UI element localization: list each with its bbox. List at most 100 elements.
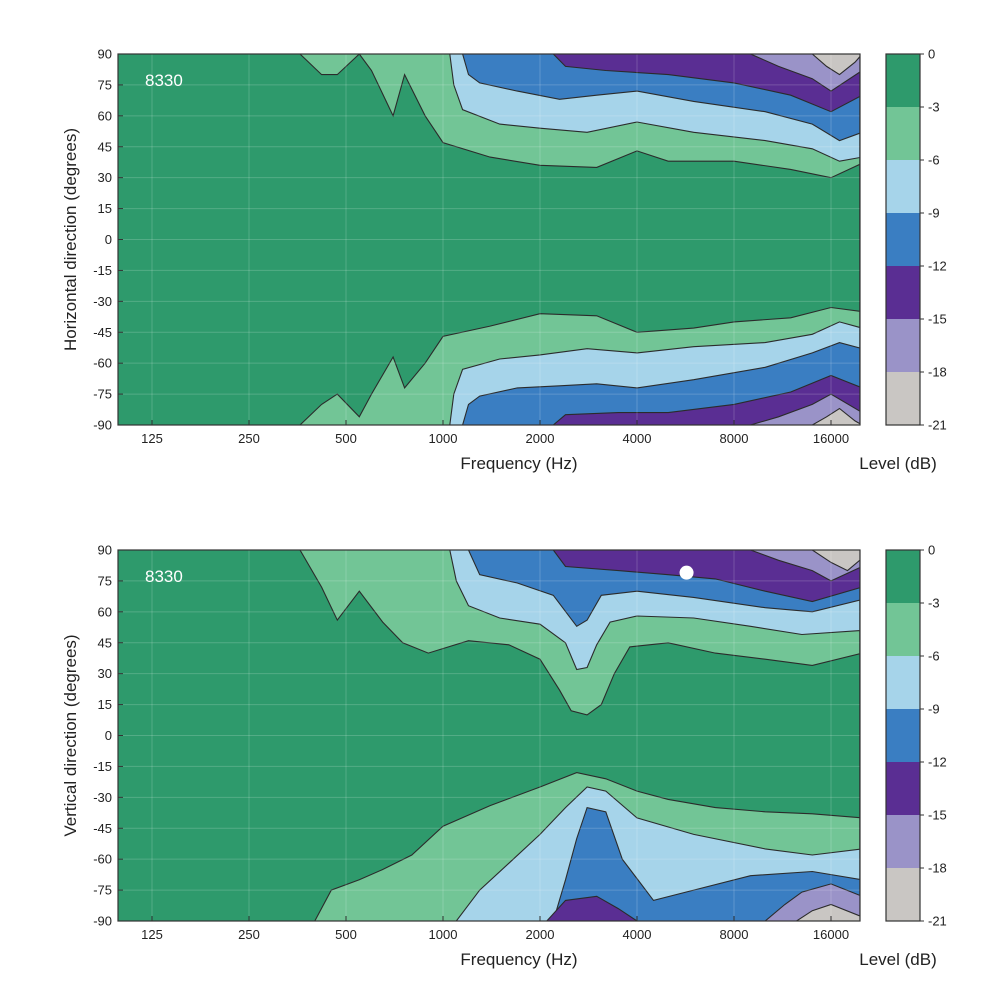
- colorbar-swatch: [886, 709, 920, 763]
- x-tick-label: 2000: [526, 431, 555, 446]
- y-tick-label: 30: [98, 170, 112, 185]
- contour-band--18: [811, 54, 860, 425]
- y-tick-label: 15: [98, 697, 112, 712]
- y-tick-label: 45: [98, 139, 112, 154]
- colorbar-swatch: [886, 319, 920, 373]
- contour-band--3: [299, 550, 860, 921]
- colorbar-tick-label: -21: [928, 418, 947, 433]
- measurement-marker: [679, 565, 694, 580]
- colorbar: 0 -3 -6 -9 -12 -15 -18 -21: [885, 543, 947, 929]
- colorbar-tick-label: -15: [928, 312, 947, 327]
- x-tick-label: 250: [238, 927, 260, 942]
- colorbar-tick-label: -18: [928, 861, 947, 876]
- colorbar-tick-label: -9: [928, 702, 940, 717]
- contour-plot-area: [118, 550, 860, 921]
- x-tick-label: 16000: [813, 431, 849, 446]
- vertical-contour-chart: 8330 125 250 500 1000 2000 4000 8000 16000 90 75 60…: [61, 543, 947, 970]
- horizontal-directivity-plot: 8330 125 250 500 1000 2000 4000 8000 16000 90 75 60…: [61, 47, 947, 474]
- grid: [118, 550, 860, 921]
- colorbar-swatch: [886, 160, 920, 214]
- colorbar-tick-label: -12: [928, 755, 947, 770]
- vertical-directivity-plot: 8330 125 250 500 1000 2000 4000 8000 16000 90 75 60…: [0, 496, 1000, 996]
- contour-band--15: [750, 54, 860, 425]
- model-label: 8330: [145, 71, 183, 90]
- x-tick-label: 500: [335, 431, 357, 446]
- y-tick-label: 60: [98, 108, 112, 123]
- contour-band--12: [552, 54, 860, 425]
- contour-band--15: [750, 550, 860, 921]
- x-tick-label: 8000: [720, 431, 749, 446]
- contour-band--6: [449, 550, 860, 921]
- y-tick-label: 0: [105, 232, 112, 247]
- y-axis-label: Horizontal direction (degrees): [61, 128, 80, 351]
- y-tick-label: -90: [93, 914, 112, 929]
- x-tick-label: 125: [141, 431, 163, 446]
- colorbar: 0 -3 -6 -9 -12 -15 -18 -21: [885, 47, 947, 433]
- colorbar-swatch: [886, 603, 920, 657]
- y-tick-label: 45: [98, 635, 112, 650]
- contour-band--12: [546, 550, 860, 921]
- y-tick-label: -75: [93, 387, 112, 402]
- colorbar-frame: [885, 53, 921, 426]
- y-tick-label: 0: [105, 728, 112, 743]
- x-tick-label: 8000: [720, 927, 749, 942]
- colorbar-label: Level (dB): [859, 950, 936, 969]
- y-tick-label: 90: [98, 543, 112, 558]
- y-tick-label: 90: [98, 47, 112, 62]
- model-label: 8330: [145, 567, 183, 586]
- colorbar-tick-label: -15: [928, 808, 947, 823]
- y-tick-label: -45: [93, 821, 112, 836]
- y-tick-label: -60: [93, 356, 112, 371]
- colorbar-swatch: [886, 868, 920, 922]
- y-tick-label: -30: [93, 294, 112, 309]
- colorbar-tick-label: 0: [928, 47, 935, 62]
- y-tick-label: 60: [98, 604, 112, 619]
- colorbar-swatch: [886, 266, 920, 320]
- x-tick-label: 4000: [623, 927, 652, 942]
- contour-band--18: [795, 550, 860, 921]
- x-tick-label: 4000: [623, 431, 652, 446]
- x-axis-label: Frequency (Hz): [460, 454, 577, 473]
- colorbar-label: Level (dB): [859, 454, 936, 473]
- x-tick-label: 1000: [429, 431, 458, 446]
- y-tick-label: -90: [93, 418, 112, 433]
- colorbar-tick-label: -3: [928, 596, 940, 611]
- y-tick-label: -15: [93, 759, 112, 774]
- y-tick-label: 75: [98, 573, 112, 588]
- colorbar-swatch: [886, 54, 920, 108]
- colorbar-swatch: [886, 550, 920, 604]
- colorbar-tick-label: -18: [928, 365, 947, 380]
- x-tick-label: 2000: [526, 927, 555, 942]
- x-tick-label: 500: [335, 927, 357, 942]
- grid: [118, 54, 860, 425]
- y-tick-label: 30: [98, 666, 112, 681]
- y-tick-label: -75: [93, 883, 112, 898]
- colorbar-frame: [885, 549, 921, 922]
- y-tick-label: 15: [98, 201, 112, 216]
- y-tick-label: 75: [98, 77, 112, 92]
- x-tick-label: 16000: [813, 927, 849, 942]
- horizontal-contour-chart: 8330 125 250 500 1000 2000 4000 8000 16000 90 75 60…: [61, 47, 947, 474]
- x-tick-label: 1000: [429, 927, 458, 942]
- colorbar-swatch: [886, 762, 920, 816]
- colorbar-swatch: [886, 213, 920, 267]
- y-tick-label: -30: [93, 790, 112, 805]
- colorbar-tick-label: -12: [928, 259, 947, 274]
- x-tick-label: 125: [141, 927, 163, 942]
- y-axis-label: Vertical direction (degrees): [61, 634, 80, 836]
- y-tick-label: -60: [93, 852, 112, 867]
- colorbar-tick-label: -21: [928, 914, 947, 929]
- colorbar-tick-label: -6: [928, 153, 940, 168]
- x-axis-label: Frequency (Hz): [460, 950, 577, 969]
- colorbar-tick-label: -9: [928, 206, 940, 221]
- colorbar-swatch: [886, 815, 920, 869]
- y-tick-label: -15: [93, 263, 112, 278]
- x-tick-label: 250: [238, 431, 260, 446]
- contour-plot-area: [118, 54, 860, 425]
- colorbar-tick-label: 0: [928, 543, 935, 558]
- colorbar-tick-label: -3: [928, 100, 940, 115]
- colorbar-swatch: [886, 656, 920, 710]
- colorbar-swatch: [886, 107, 920, 161]
- colorbar-swatch: [886, 372, 920, 426]
- contour-band--3: [299, 54, 860, 425]
